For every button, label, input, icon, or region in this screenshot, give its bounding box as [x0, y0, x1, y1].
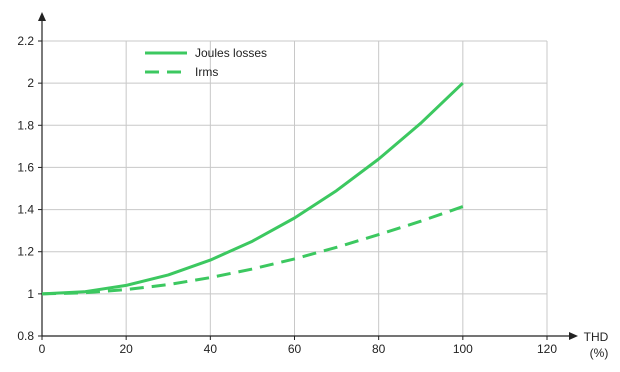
- legend-label: Irms: [195, 65, 218, 79]
- legend: Joules losses Irms: [145, 46, 267, 79]
- y-tick-label: 2.2: [17, 34, 34, 48]
- series-line-irms: [41, 205, 464, 296]
- x-tick-label: 60: [288, 342, 302, 356]
- y-tick-label: 1.8: [17, 118, 34, 132]
- y-tick-label: 1: [27, 287, 34, 301]
- x-axis-unit: (%): [590, 346, 609, 360]
- x-tick-label: 20: [119, 342, 133, 356]
- y-tick-label: 1.2: [17, 245, 34, 259]
- y-tick-label: 0.8: [17, 329, 34, 343]
- y-axis-arrow-icon: [38, 12, 46, 21]
- x-axis-arrow-icon: [569, 332, 578, 340]
- series-line-joules-losses: [41, 82, 464, 296]
- grid: [42, 40, 548, 336]
- x-tick-label: 100: [453, 342, 473, 356]
- y-tick-label: 1.4: [17, 203, 34, 217]
- y-tick-label: 1.6: [17, 160, 34, 174]
- x-tick-label: 0: [39, 342, 46, 356]
- y-tick-label: 2: [27, 76, 34, 90]
- series-lines: [41, 82, 464, 296]
- tick-labels: 0 20 40 60 80 100 120 0.8 1 1.2 1.4 1.6 1.8 2 2.2: [17, 34, 557, 356]
- x-axis-label: THD: [584, 330, 609, 344]
- x-tick-label: 80: [372, 342, 386, 356]
- legend-label: Joules losses: [195, 46, 267, 60]
- x-tick-label: 40: [204, 342, 218, 356]
- x-tick-label: 120: [537, 342, 557, 356]
- axes: [38, 12, 578, 340]
